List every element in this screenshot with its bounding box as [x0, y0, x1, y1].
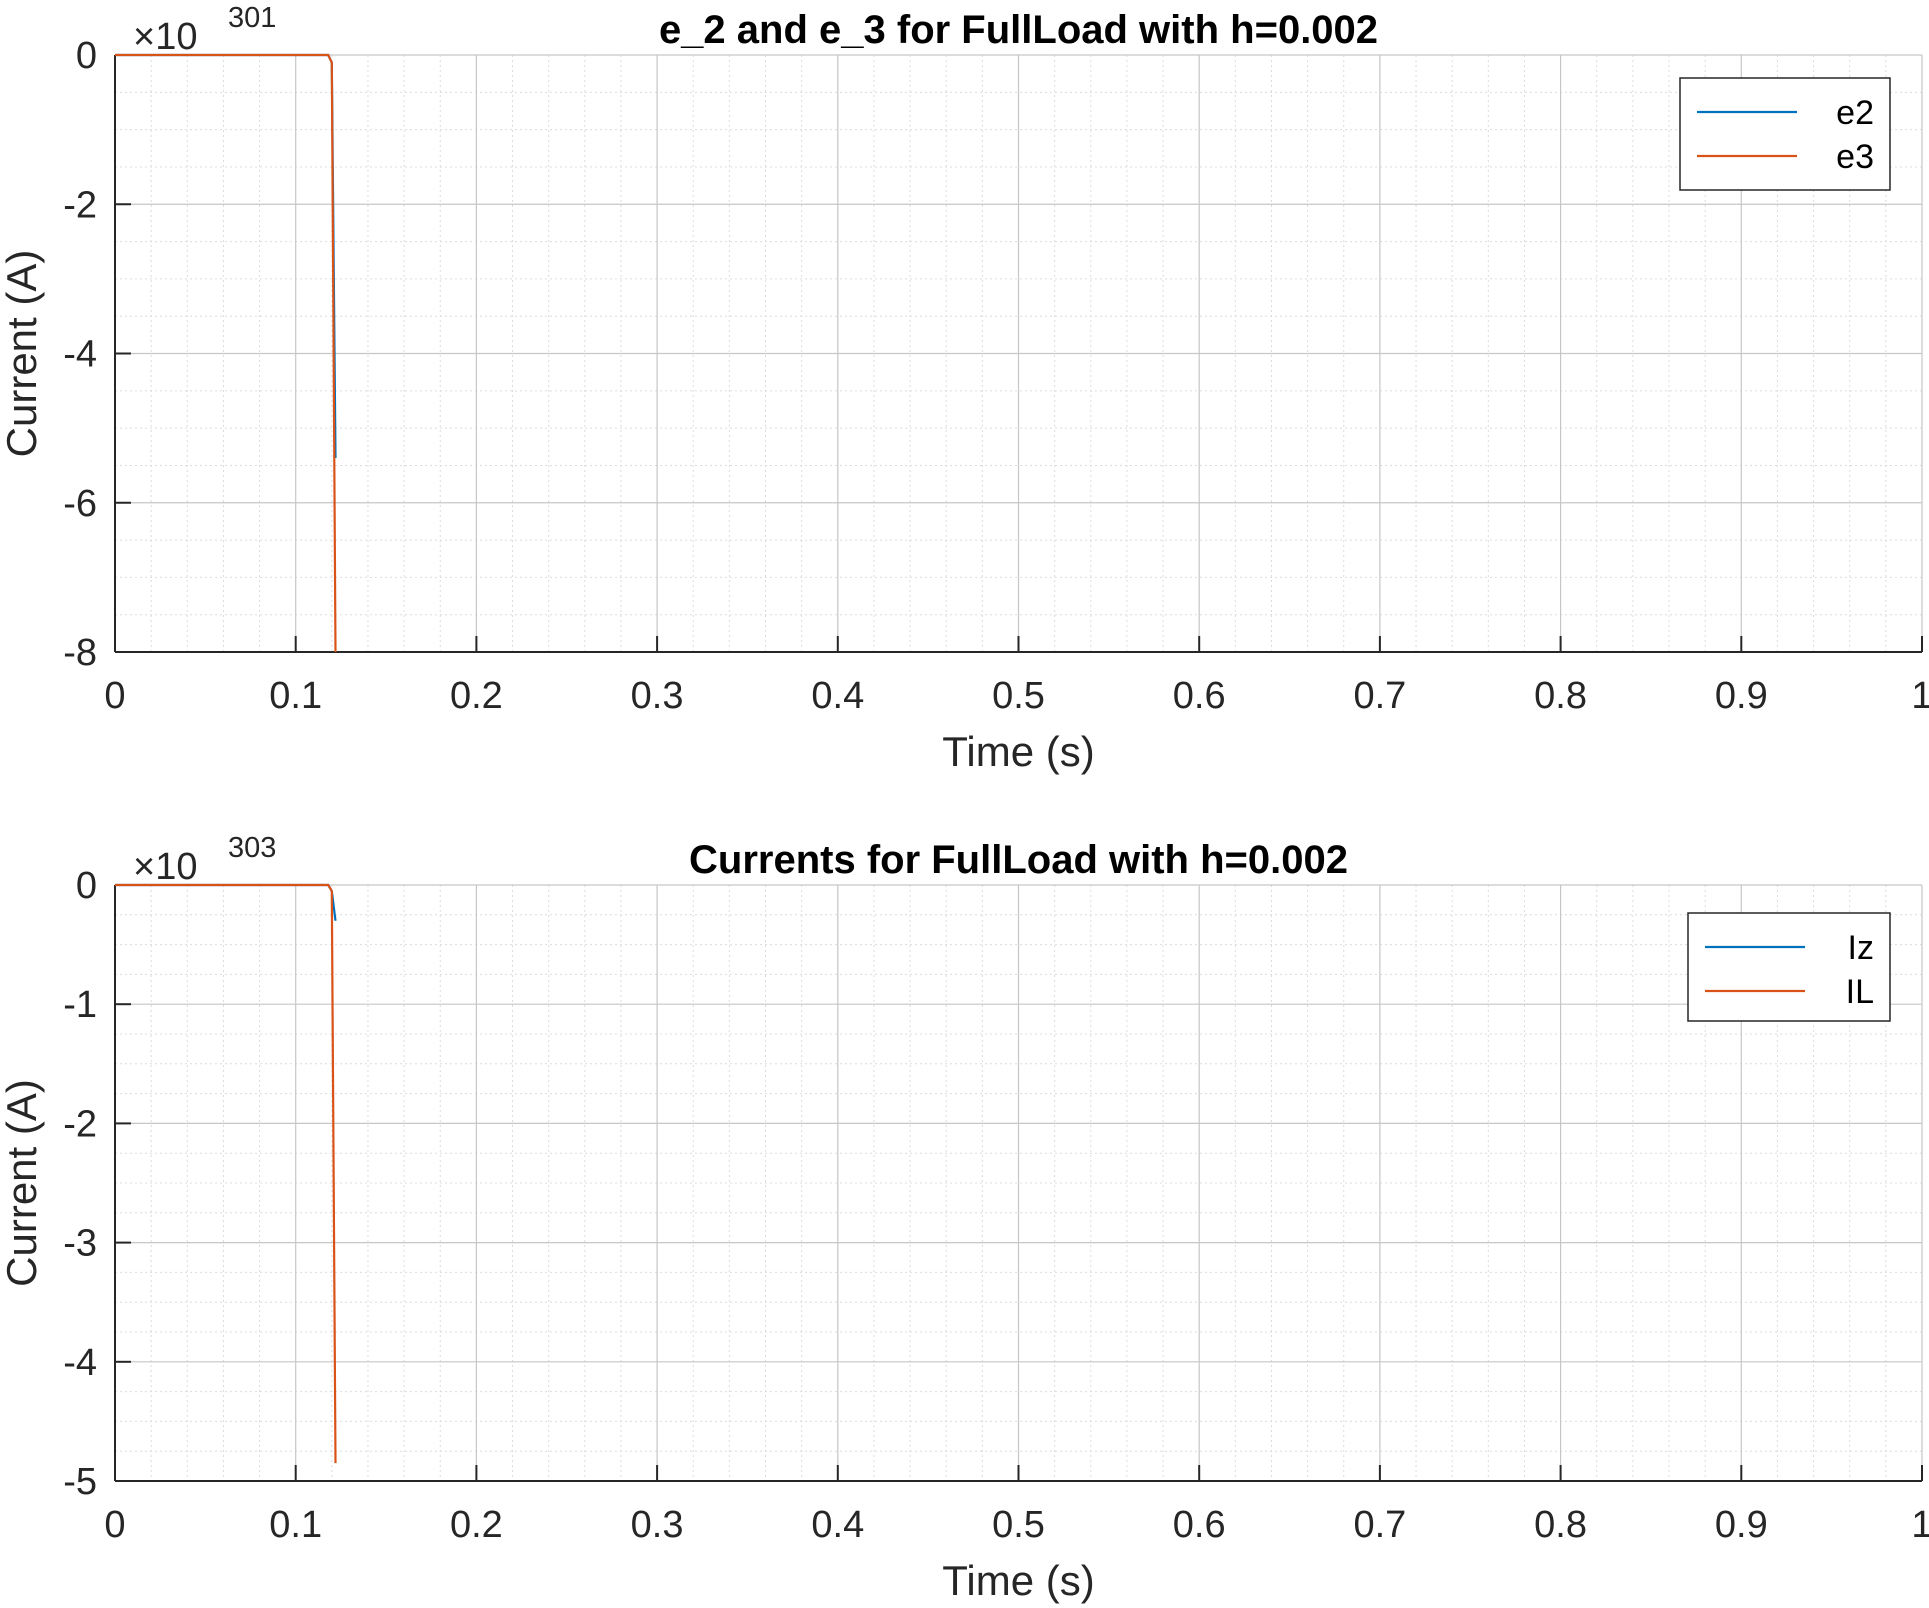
- y-exponent-power: 301: [228, 2, 276, 34]
- series-line-IL: [115, 883, 337, 1464]
- chart-title: Currents for FullLoad with h=0.002: [689, 838, 1348, 882]
- legend-box: [1679, 77, 1891, 191]
- x-tick-label: 0.7: [1353, 1504, 1406, 1546]
- y-exponent-label: ×10: [133, 846, 197, 888]
- y-tick-label: -4: [63, 1342, 97, 1384]
- y-tick-label: 0: [76, 865, 97, 907]
- x-tick-label: 0.3: [631, 675, 684, 717]
- x-tick-label: 0.7: [1353, 675, 1406, 717]
- x-tick-label: 0: [104, 1504, 125, 1546]
- x-axis-label: Time (s): [942, 728, 1094, 775]
- x-tick-label: 0.1: [269, 675, 322, 717]
- y-exponent-label: ×10: [133, 16, 197, 58]
- y-tick-label: -1: [63, 984, 97, 1026]
- subplot-1: 0 0.1 0.2 0.3 0.4 0.5 0.6 0.7 0.8 0.9 1 0 -2 -4 -6 -8 ×1…: [0, 2, 1929, 775]
- legend-label-Iz: Iz: [1848, 929, 1874, 967]
- y-tick-label: -5: [63, 1461, 97, 1503]
- x-tick-label: 0.8: [1534, 1504, 1587, 1546]
- grid: [114, 884, 1923, 1482]
- x-tick-label: 0.2: [450, 675, 503, 717]
- x-tick-label: 0.8: [1534, 675, 1587, 717]
- x-tick-label: 0: [104, 675, 125, 717]
- x-tick-label: 0.5: [992, 1504, 1045, 1546]
- x-tick-label: 0.1: [269, 1504, 322, 1546]
- grid: [114, 54, 1923, 653]
- y-tick-label: 0: [76, 35, 97, 77]
- legend-box: [1687, 912, 1891, 1022]
- x-axis-label: Time (s): [942, 1557, 1094, 1604]
- y-tick-label: -6: [63, 483, 97, 525]
- legend-label-e3: e3: [1836, 138, 1874, 176]
- x-tick-label: 1: [1911, 1504, 1929, 1546]
- legend: Iz IL: [1687, 912, 1891, 1022]
- y-tick-label: -2: [63, 1103, 97, 1145]
- x-tick-label: 0.9: [1715, 1504, 1768, 1546]
- y-tick-label: -2: [63, 184, 97, 226]
- x-tick-label: 0.4: [811, 675, 864, 717]
- x-tick-label: 0.3: [631, 1504, 684, 1546]
- x-tick-label: 1: [1911, 675, 1929, 717]
- y-axis-label: Current (A): [0, 250, 45, 458]
- x-tick-label: 0.9: [1715, 675, 1768, 717]
- y-tick-label: -8: [63, 632, 97, 674]
- series-line-Iz: [115, 883, 337, 921]
- legend-label-e2: e2: [1836, 94, 1874, 132]
- y-tick-label: -3: [63, 1223, 97, 1265]
- series-line-e2: [115, 53, 337, 459]
- x-tick-label: 0.4: [811, 1504, 864, 1546]
- subplot-2: 0 0.1 0.2 0.3 0.4 0.5 0.6 0.7 0.8 0.9 1 0 -1 -2 -3 -4 -5…: [0, 832, 1929, 1604]
- y-tick-label: -4: [63, 334, 97, 376]
- y-exponent-power: 303: [228, 832, 276, 864]
- chart-title: e_2 and e_3 for FullLoad with h=0.002: [659, 8, 1378, 52]
- series-line-e3: [115, 53, 337, 653]
- y-axis-label: Current (A): [0, 1079, 45, 1287]
- legend-label-IL: IL: [1846, 973, 1874, 1011]
- x-tick-label: 0.2: [450, 1504, 503, 1546]
- x-tick-label: 0.5: [992, 675, 1045, 717]
- x-tick-label: 0.6: [1173, 675, 1226, 717]
- x-tick-label: 0.6: [1173, 1504, 1226, 1546]
